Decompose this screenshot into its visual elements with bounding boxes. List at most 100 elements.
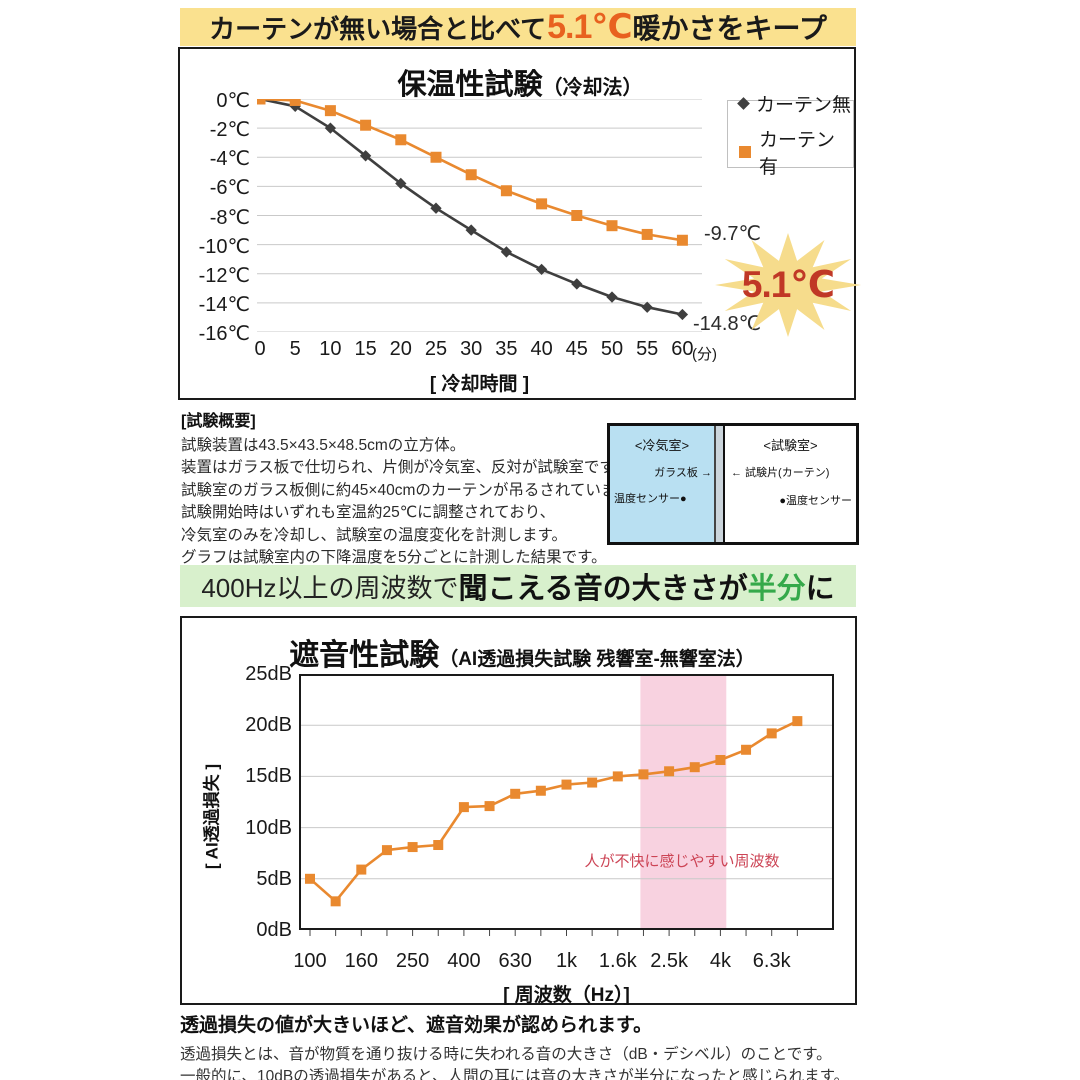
chart2-title: 遮音性試験（AI透過損失試験 残響室-無響室法） <box>222 630 822 674</box>
temperature-diff-starburst: 5.1℃ <box>713 230 863 340</box>
annotation-no-curtain-end-temp: -14.8℃ <box>693 313 762 335</box>
diamond-marker-icon <box>737 96 750 110</box>
data-point-transmission-loss <box>356 864 367 875</box>
data-point-transmission-loss <box>638 769 649 780</box>
unpleasant-frequency-band <box>640 674 727 930</box>
chart1-x-tick-label: 20 <box>389 338 412 360</box>
data-point-transmission-loss <box>741 744 752 755</box>
chart1-x-tick-label: 60 <box>671 338 694 360</box>
heat-retention-chart-panel: 保温性試験（冷却法） (分) [ 冷却時間 ] カーテン無 カーテン有 -9.7… <box>178 47 861 400</box>
chart1-title: 保温性試験（冷却法） <box>220 61 820 103</box>
data-point-curtain <box>430 151 442 163</box>
legend-label-curtain: カーテン有 <box>759 129 836 178</box>
data-point-transmission-loss <box>433 840 444 851</box>
test-overview-line: 冷気室のみを冷却し、試験室の温度変化を計測します。 <box>181 526 567 544</box>
data-point-transmission-loss <box>510 788 521 799</box>
data-point-transmission-loss <box>381 845 392 856</box>
data-point-transmission-loss <box>664 766 675 777</box>
data-point-transmission-loss <box>766 728 777 739</box>
data-point-transmission-loss <box>535 785 546 796</box>
chart2-x-axis-title: [ 周波数（Hz）] <box>503 985 630 1006</box>
data-point-transmission-loss <box>715 755 726 766</box>
test-room-cell: <試験室> ← 試験片(カーテン) ●温度センサー <box>725 426 856 542</box>
chart1-x-tick-label: 35 <box>495 338 518 360</box>
data-point-no-curtain <box>676 308 689 321</box>
data-point-no-curtain <box>535 263 548 276</box>
test-overview-line: 装置はガラス板で仕切られ、片側が冷気室、反対が試験室です。 <box>181 459 629 477</box>
chart2-y-tick-label: 5dB <box>256 867 292 890</box>
data-point-transmission-loss <box>689 762 700 773</box>
chart1-y-tick-label: -16℃ <box>198 323 250 345</box>
chart2-x-tick-label: 160 <box>344 950 378 972</box>
chart1-y-tick-label: -10℃ <box>198 235 250 258</box>
data-point-curtain <box>395 134 407 146</box>
legend-row-no-curtain: カーテン無 <box>737 90 853 117</box>
chart1-x-tick-label: 30 <box>460 338 483 360</box>
data-point-transmission-loss <box>458 802 469 813</box>
square-marker-icon <box>739 145 751 158</box>
chart1-y-tick-label: -12℃ <box>198 264 250 287</box>
data-point-curtain <box>536 198 548 210</box>
data-point-no-curtain <box>465 224 477 236</box>
banner-mid-prefix: 400Hz以上の周波数で <box>201 572 459 603</box>
data-point-curtain <box>324 105 336 117</box>
annotation-curtain-end-temp: -9.7℃ <box>704 223 761 245</box>
footer-line: 一般的に、10dBの透過損失があると、人間の耳には音の大きさが半分になったと感じ… <box>180 1067 850 1080</box>
chart1-y-tick-label: -6℃ <box>209 177 250 200</box>
data-point-curtain <box>641 228 653 240</box>
cold-room-cell: <冷気室> ガラス板 → 温度センサー● <box>610 426 716 542</box>
test-overview-line: 試験開始時はいずれも室温約25℃に調整されており、 <box>181 504 556 522</box>
chart1-y-tick-label: -2℃ <box>209 119 250 142</box>
data-point-transmission-loss <box>792 716 803 727</box>
footer-headline: 透過損失の値が大きいほど、遮音効果が認められます。 <box>180 1015 653 1036</box>
chart2-x-tick-label: 250 <box>395 950 430 972</box>
data-point-curtain <box>360 119 372 131</box>
data-point-transmission-loss <box>612 771 623 782</box>
temp-sensor-right-label: ●温度センサー <box>779 495 852 507</box>
starburst-icon <box>715 233 861 337</box>
chart1-x-tick-label: 50 <box>600 338 624 360</box>
data-point-transmission-loss <box>484 801 495 812</box>
test-overview-title: [試験概要] <box>181 413 256 430</box>
banner-top-suffix: 暖かさをキープ <box>632 13 827 44</box>
chart2-x-tick-label: 100 <box>293 950 327 972</box>
chart2-title-main: 遮音性試験 <box>289 639 440 672</box>
sound-insulation-chart-panel: 遮音性試験（AI透過損失試験 残響室-無響室法） [ AI透過損失 ] [ 周波… <box>180 616 857 1006</box>
chart1-y-tick-label: -8℃ <box>209 206 250 229</box>
chart1-x-tick-label: 15 <box>354 338 377 360</box>
data-point-transmission-loss <box>561 779 572 790</box>
data-point-curtain <box>289 99 301 106</box>
chart2-x-tick-label: 6.3k <box>752 950 791 972</box>
chart1-y-tick-label: -4℃ <box>209 148 250 171</box>
chart1-y-tick-label: 0℃ <box>216 90 250 112</box>
banner-mid-bold: 聞こえる音の大きさが <box>458 573 748 605</box>
data-point-transmission-loss <box>330 896 341 907</box>
test-apparatus-diagram: <冷気室> ガラス板 → 温度センサー● <試験室> ← 試験片(カーテン) ●… <box>607 423 859 545</box>
chart2-y-tick-label: 20dB <box>245 714 292 737</box>
data-point-no-curtain <box>606 291 618 303</box>
sound-insulation-banner: 400Hz以上の周波数で 聞こえる音の大きさが 半分に <box>180 565 856 607</box>
chart2-y-tick-label: 25dB <box>245 663 292 685</box>
chart2-y-tick-label: 15dB <box>245 765 292 788</box>
data-point-curtain <box>606 220 618 232</box>
chart1-title-main: 保温性試験 <box>397 69 543 101</box>
data-point-no-curtain <box>641 301 653 313</box>
footer-section: 透過損失の値が大きいほど、遮音効果が認められます。 透過損失とは、音が物質を通り… <box>180 1010 849 1080</box>
data-point-no-curtain <box>571 278 583 290</box>
test-overview-line: グラフは試験室内の下降温度を5分ごとに計測した結果です。 <box>181 549 607 567</box>
footer-line: 透過損失とは、音が物質を通り抜ける時に失われる音の大きさ（dB・デシベル）のこと… <box>180 1046 832 1063</box>
banner-mid-suffix: に <box>805 573 835 605</box>
data-point-transmission-loss <box>305 873 315 884</box>
banner-top-prefix: カーテンが無い場合と比べて <box>209 13 547 44</box>
specimen-label: ← 試験片(カーテン) <box>731 467 830 479</box>
chart2-title-note: （AI透過損失試験 残響室-無響室法） <box>439 649 755 670</box>
chart2-x-tick-label: 630 <box>498 950 532 972</box>
data-point-transmission-loss <box>587 777 598 788</box>
chart2-x-tick-label: 2.5k <box>650 950 688 972</box>
heat-retention-plot <box>257 99 702 332</box>
banner-mid-highlight: 半分 <box>747 573 806 605</box>
chart1-x-tick-label: 10 <box>319 338 342 360</box>
data-point-curtain <box>257 99 266 105</box>
chart1-title-note: （冷却法） <box>542 77 643 99</box>
